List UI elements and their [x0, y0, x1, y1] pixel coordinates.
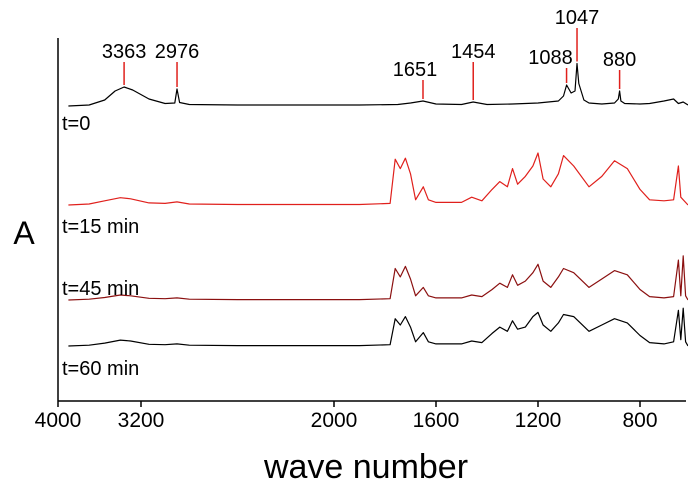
peak-label-1047: 1047: [555, 7, 600, 29]
x-tick-label-2000: 2000: [311, 409, 358, 432]
x-tick-label-1200: 1200: [515, 409, 562, 432]
peak-label-1454: 1454: [451, 41, 496, 63]
x-tick-label-800: 800: [622, 409, 657, 432]
series-label-2: t=45 min: [62, 278, 139, 300]
series-label-1: t=15 min: [62, 216, 139, 238]
x-tick-label-1600: 1600: [413, 409, 460, 432]
x-ticks: 4000 3200 2000 1600 1200 800: [35, 401, 658, 432]
series-line-0: [68, 64, 688, 107]
peak-label-1651: 1651: [393, 59, 438, 81]
peak-label-880: 880: [603, 49, 636, 71]
series-line-3: [68, 308, 688, 346]
peak-label-3363: 3363: [102, 41, 147, 63]
y-axis-title: A: [13, 215, 35, 251]
peak-label-2976: 2976: [155, 41, 200, 63]
x-axis-title: wave number: [263, 448, 468, 486]
series-label-0: t=0: [62, 113, 90, 135]
series-line-2: [68, 256, 688, 300]
series-layer: [68, 64, 688, 347]
x-tick-label-4000: 4000: [35, 409, 82, 432]
x-tick-label-3200: 3200: [118, 409, 165, 432]
peak-label-1088: 1088: [528, 47, 573, 69]
series-line-1: [68, 153, 688, 205]
series-label-3: t=60 min: [62, 358, 139, 380]
series-labels: t=0 t=15 min t=45 min t=60 min: [62, 113, 139, 380]
